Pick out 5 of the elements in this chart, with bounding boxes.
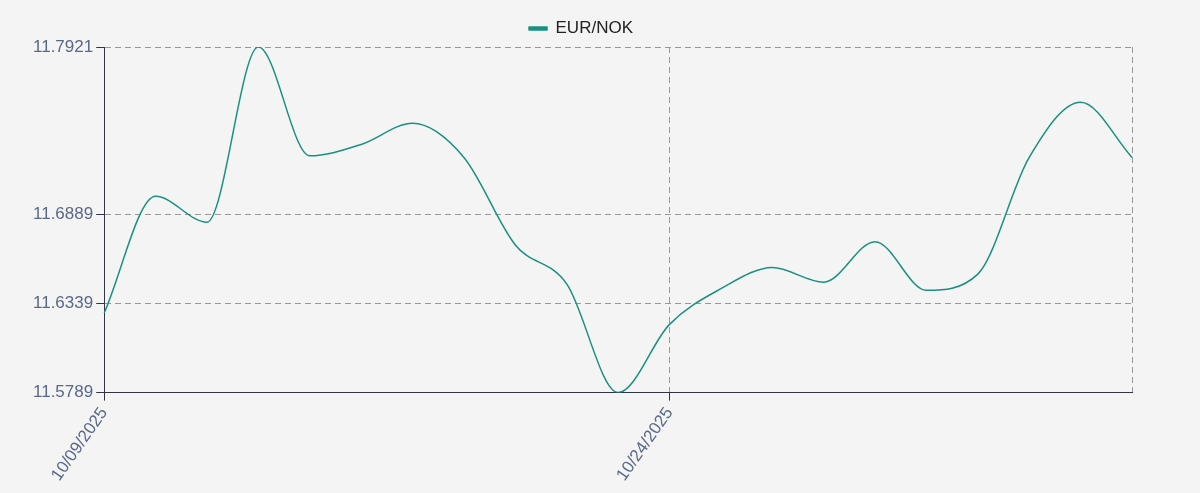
y-tick-label: 11.7921 <box>32 36 94 56</box>
y-tick-label: 11.6339 <box>32 293 94 313</box>
y-tick-label: 11.6889 <box>32 203 94 223</box>
y-tick-label: 11.5789 <box>32 382 94 402</box>
legend-label: EUR/NOK <box>555 18 634 38</box>
